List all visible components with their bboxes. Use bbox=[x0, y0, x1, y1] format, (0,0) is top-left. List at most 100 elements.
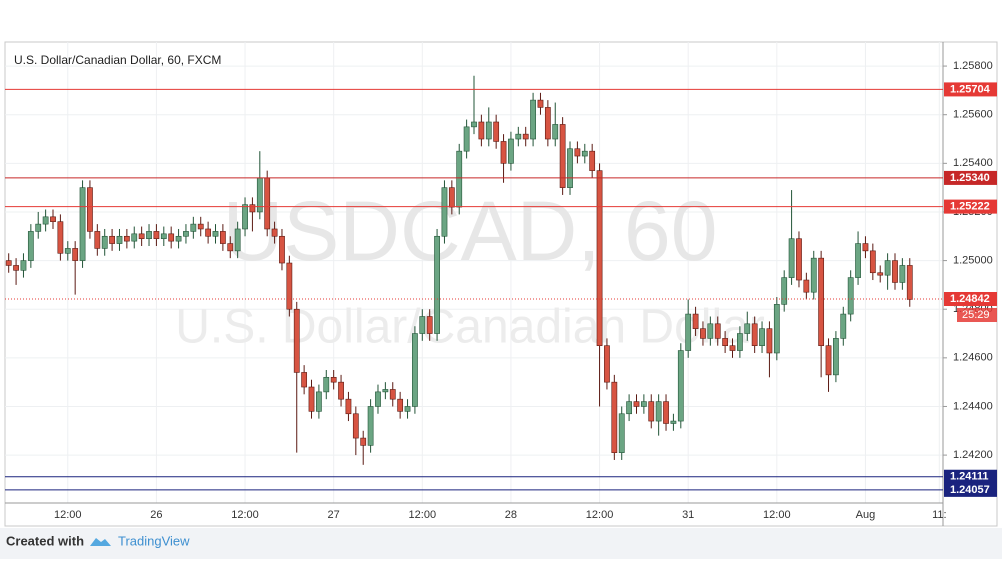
candle-body bbox=[500, 141, 507, 164]
candle-body bbox=[94, 231, 101, 249]
y-tick-label: 1.25800 bbox=[953, 60, 993, 72]
candle-body bbox=[212, 231, 219, 237]
candle-body bbox=[508, 138, 514, 164]
level-label: 1.24057 bbox=[950, 484, 990, 496]
watermark-sub: U.S. Dollar/Canadian Dollar bbox=[175, 301, 765, 354]
candle-body bbox=[404, 406, 411, 412]
candle-body bbox=[227, 243, 234, 252]
x-tick-label: 11: bbox=[932, 509, 946, 521]
candle-body bbox=[833, 338, 839, 376]
candle-body bbox=[448, 187, 455, 208]
candle-body bbox=[478, 121, 485, 140]
candle-body bbox=[884, 260, 891, 276]
candle-body bbox=[249, 204, 256, 213]
candle-body bbox=[153, 231, 160, 240]
candle-body bbox=[899, 265, 906, 283]
candle-body bbox=[264, 177, 271, 230]
level-label: 1.24111 bbox=[950, 471, 989, 483]
candle-body bbox=[397, 398, 404, 412]
candle-body bbox=[352, 413, 359, 439]
candle-body bbox=[766, 328, 773, 354]
x-tick-label: 31 bbox=[682, 509, 694, 521]
candle-body bbox=[426, 316, 433, 334]
candle-body bbox=[116, 235, 123, 244]
candle-body bbox=[574, 148, 581, 157]
candle-body bbox=[205, 228, 211, 237]
candle-body bbox=[544, 107, 551, 140]
chart-frame bbox=[4, 41, 998, 527]
candle-body bbox=[286, 262, 293, 310]
candle-body bbox=[685, 313, 692, 351]
candle-body bbox=[360, 437, 367, 446]
x-tick-label: 27 bbox=[328, 509, 340, 521]
candle-body bbox=[737, 333, 743, 351]
candle-body bbox=[855, 243, 861, 278]
candle-body bbox=[788, 238, 795, 278]
candle-body bbox=[338, 381, 344, 400]
y-tick-label: 1.25600 bbox=[953, 109, 993, 121]
candle-body bbox=[633, 401, 640, 407]
candle-body bbox=[13, 265, 19, 271]
candle-body bbox=[803, 279, 810, 293]
candle-body bbox=[759, 328, 765, 346]
candle-body bbox=[175, 235, 182, 242]
candle-body bbox=[751, 323, 758, 346]
logo bbox=[90, 538, 111, 546]
candle-body bbox=[345, 398, 352, 415]
candle-body bbox=[655, 401, 662, 422]
candle-body bbox=[168, 233, 175, 242]
candle-body bbox=[869, 250, 876, 274]
level-label: 1.25704 bbox=[950, 83, 991, 95]
candle-body bbox=[847, 277, 854, 315]
candle-body bbox=[131, 233, 138, 242]
candle-body bbox=[146, 231, 152, 240]
candle-body bbox=[50, 216, 56, 222]
candle-body bbox=[744, 323, 751, 334]
candle-body bbox=[714, 323, 721, 339]
candle-body bbox=[293, 308, 300, 373]
candle-body bbox=[796, 238, 802, 281]
x-tick-label: 12:00 bbox=[54, 509, 82, 521]
x-tick-label: 28 bbox=[505, 509, 517, 521]
candle-body bbox=[906, 265, 913, 300]
candle-body bbox=[700, 328, 706, 339]
candle-body bbox=[35, 223, 42, 232]
level-label-box bbox=[944, 292, 997, 307]
level-label: 1.25340 bbox=[950, 172, 990, 184]
candle-body bbox=[441, 187, 448, 237]
candle-body bbox=[234, 228, 241, 252]
candle-body bbox=[42, 216, 49, 225]
level-label-box bbox=[944, 199, 997, 214]
candle-body bbox=[183, 231, 189, 237]
candle-body bbox=[456, 150, 463, 208]
level-label: 1.25222 bbox=[950, 201, 990, 213]
level-label-box bbox=[944, 170, 997, 185]
candle-body bbox=[604, 345, 610, 383]
candle-body bbox=[375, 391, 381, 407]
watermark: USDCAD, 60 bbox=[223, 184, 718, 278]
candle-body bbox=[160, 233, 167, 240]
candle-body bbox=[640, 401, 647, 407]
candle-body bbox=[537, 99, 544, 108]
candle-body bbox=[877, 272, 884, 276]
candle-body bbox=[663, 401, 669, 424]
candle-body bbox=[648, 401, 655, 422]
level-label-box bbox=[944, 469, 997, 484]
footer-created: Created with bbox=[6, 533, 84, 548]
candle-body bbox=[197, 223, 204, 230]
candle-body bbox=[559, 124, 566, 188]
footer-brand[interactable]: TradingView bbox=[118, 533, 190, 548]
candle-body bbox=[20, 260, 27, 271]
candle-body bbox=[862, 243, 869, 252]
candle-body bbox=[552, 124, 559, 140]
candle-body bbox=[818, 257, 825, 346]
candle-body bbox=[493, 121, 500, 142]
candle-body bbox=[692, 313, 699, 329]
candle-body bbox=[773, 304, 780, 354]
countdown-box bbox=[957, 308, 997, 323]
candle-body bbox=[316, 391, 322, 412]
candle-body bbox=[219, 231, 226, 244]
candle-body bbox=[611, 381, 618, 453]
